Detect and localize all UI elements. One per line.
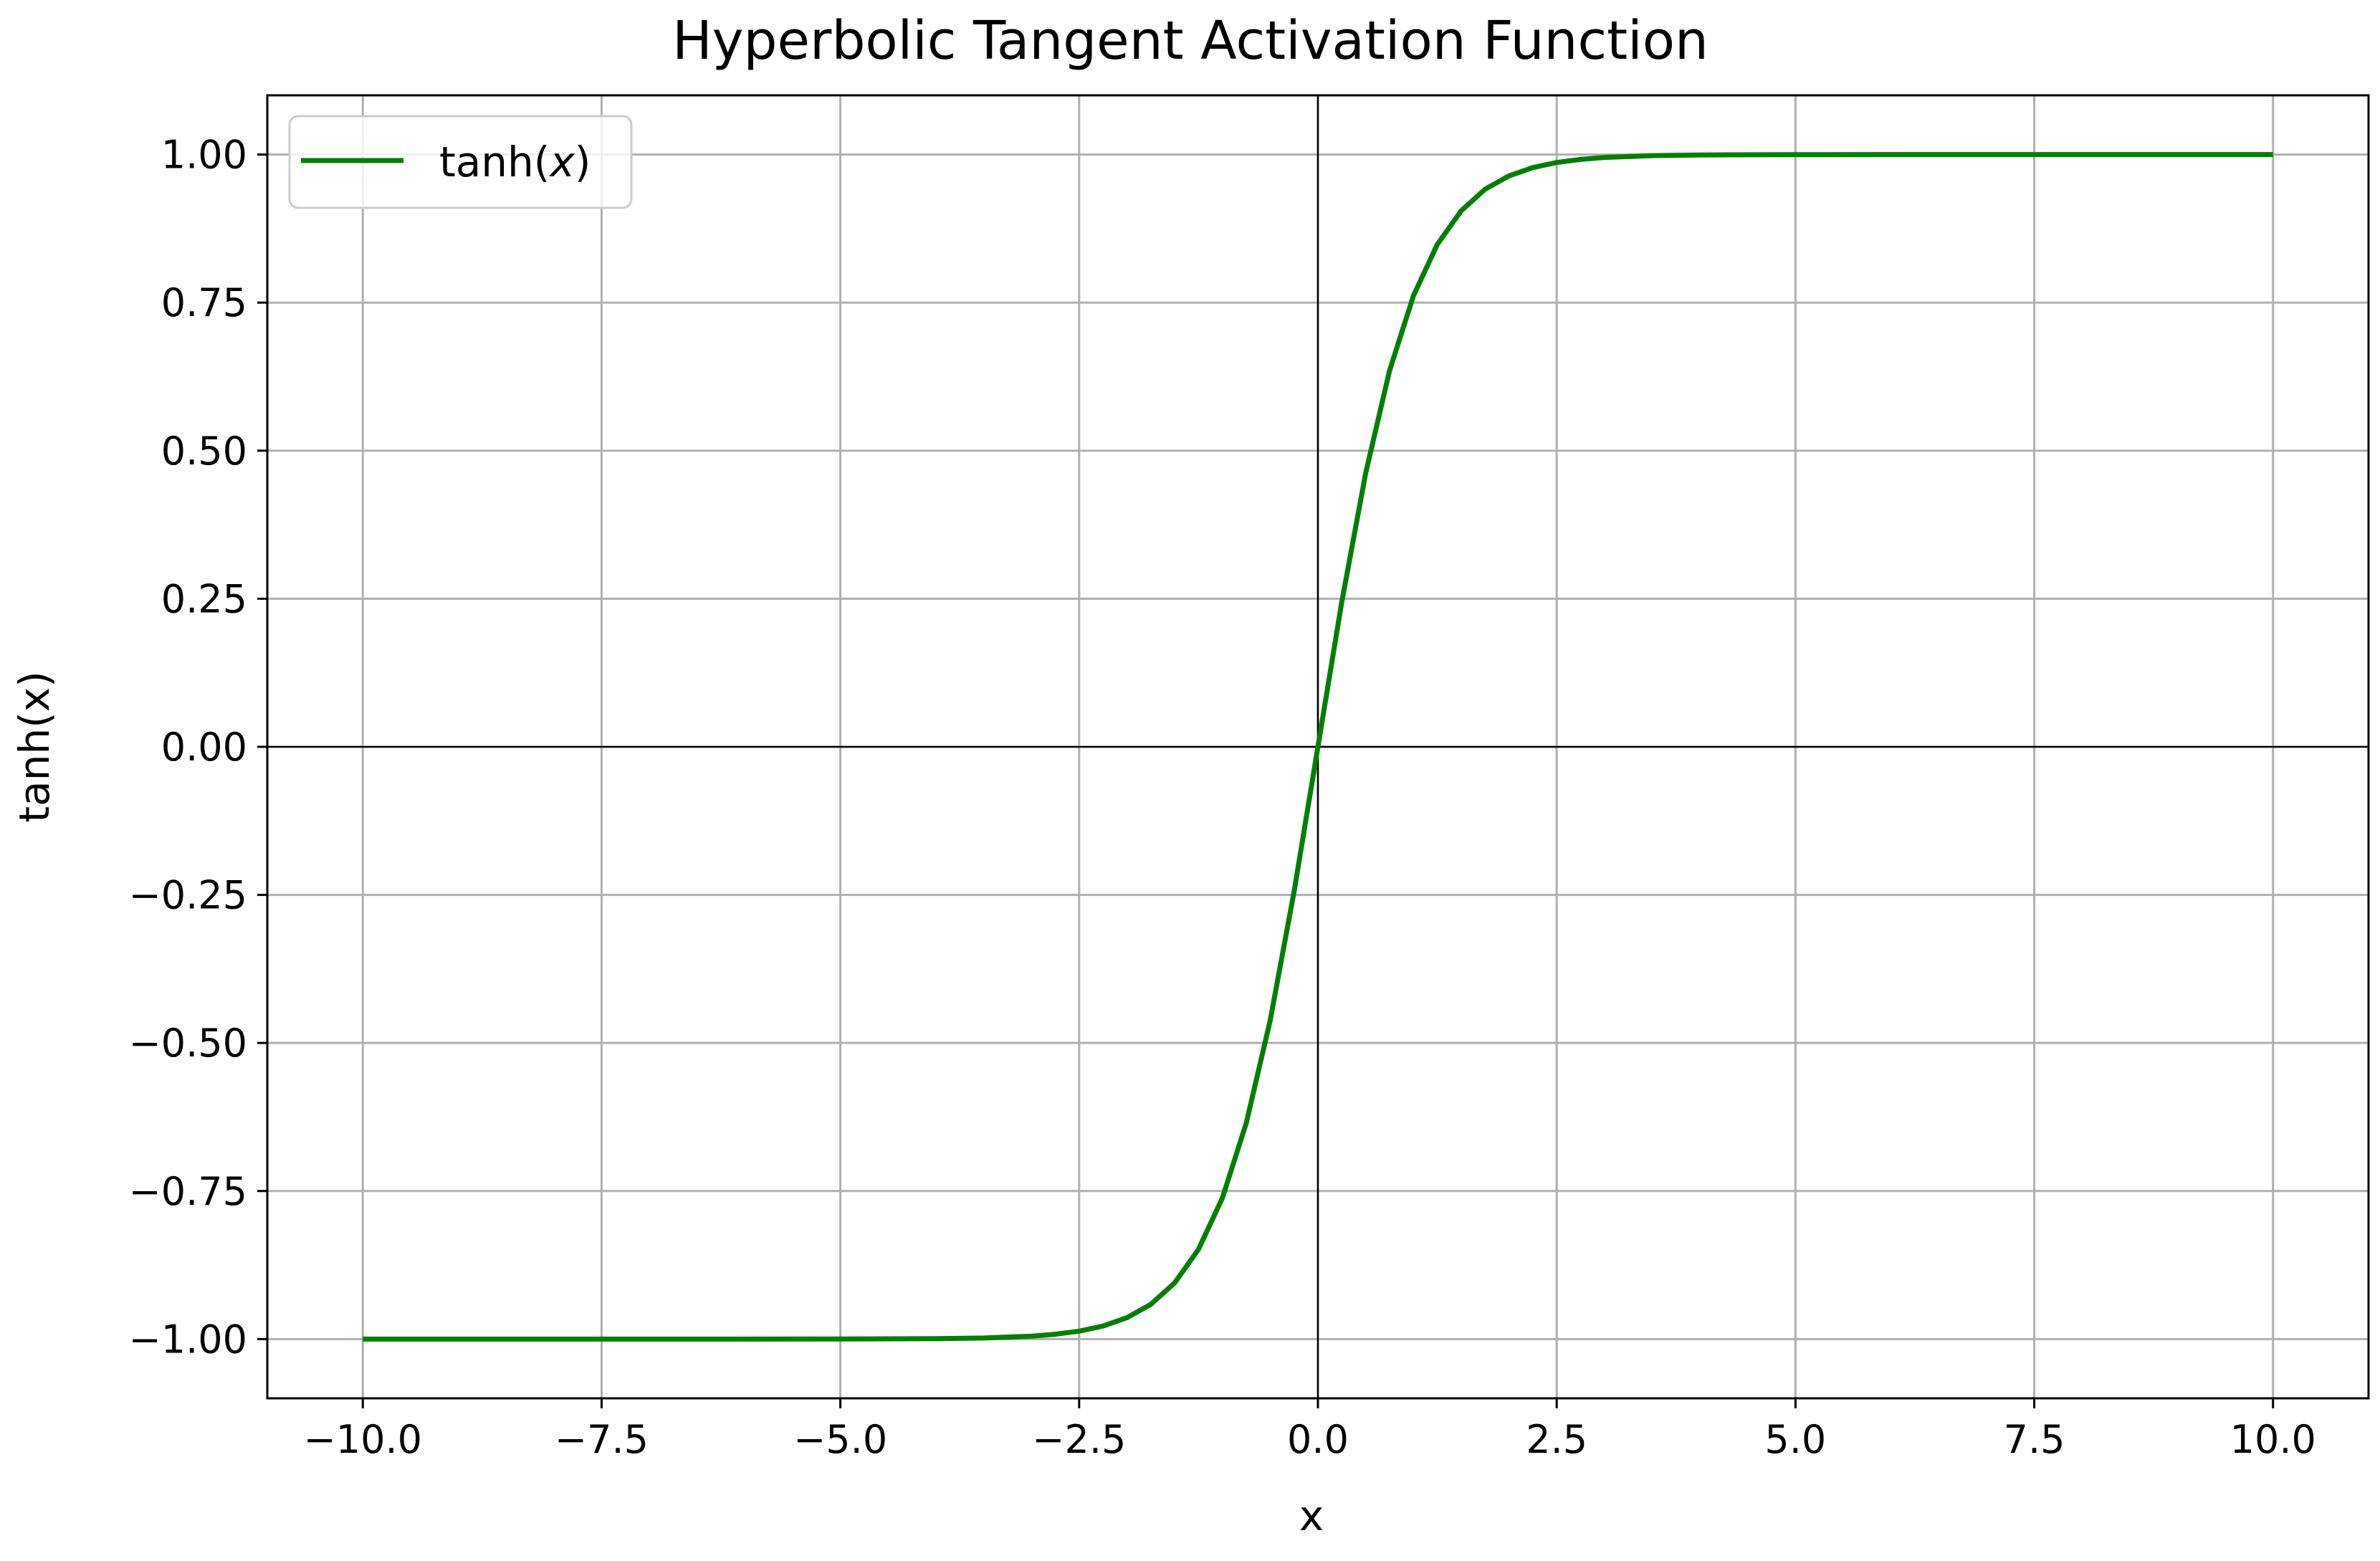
legend-label: tanh(x) xyxy=(439,138,591,186)
x-tick-label: 0.0 xyxy=(1287,1417,1349,1462)
legend-label-suffix: ) xyxy=(575,138,591,186)
x-tick-label: −2.5 xyxy=(1032,1417,1126,1462)
y-tick-label: 0.00 xyxy=(161,725,247,770)
x-tick-label: 5.0 xyxy=(1764,1417,1826,1462)
y-axis-ticks: −1.00 −0.75 −0.50 −0.25 0.00 0.25 0.50 0.75 1.00 xyxy=(129,133,267,1362)
x-tick-label: −5.0 xyxy=(793,1417,887,1462)
y-tick-label: −0.75 xyxy=(129,1169,247,1214)
legend-label-prefix: tanh( xyxy=(439,138,550,186)
x-tick-label: −10.0 xyxy=(304,1417,422,1462)
legend-label-variable: x xyxy=(548,138,575,186)
x-tick-label: 10.0 xyxy=(2230,1417,2316,1462)
legend-box xyxy=(288,115,633,209)
y-tick-label: −0.50 xyxy=(129,1021,247,1066)
y-tick-label: 0.25 xyxy=(161,576,247,621)
legend: tanh(x) xyxy=(288,115,633,209)
x-axis-label: x xyxy=(1299,1491,1324,1540)
y-axis-label: tanh(x) xyxy=(10,671,59,822)
x-tick-label: 7.5 xyxy=(2004,1417,2065,1462)
series-line-tanh xyxy=(363,152,2273,1342)
series-layer xyxy=(363,152,2273,1342)
x-tick-label: −7.5 xyxy=(555,1417,649,1462)
y-tick-label: 0.50 xyxy=(161,429,247,474)
y-tick-label: −1.00 xyxy=(129,1317,247,1362)
x-axis-ticks: −10.0 −7.5 −5.0 −2.5 0.0 2.5 5.0 7.5 10.0 xyxy=(304,1398,2316,1462)
y-tick-label: −0.25 xyxy=(129,873,247,918)
x-tick-label: 2.5 xyxy=(1526,1417,1587,1462)
y-tick-label: 0.75 xyxy=(161,280,247,325)
chart-title: Hyperbolic Tangent Activation Function xyxy=(672,10,1708,72)
y-tick-label: 1.00 xyxy=(161,133,247,178)
